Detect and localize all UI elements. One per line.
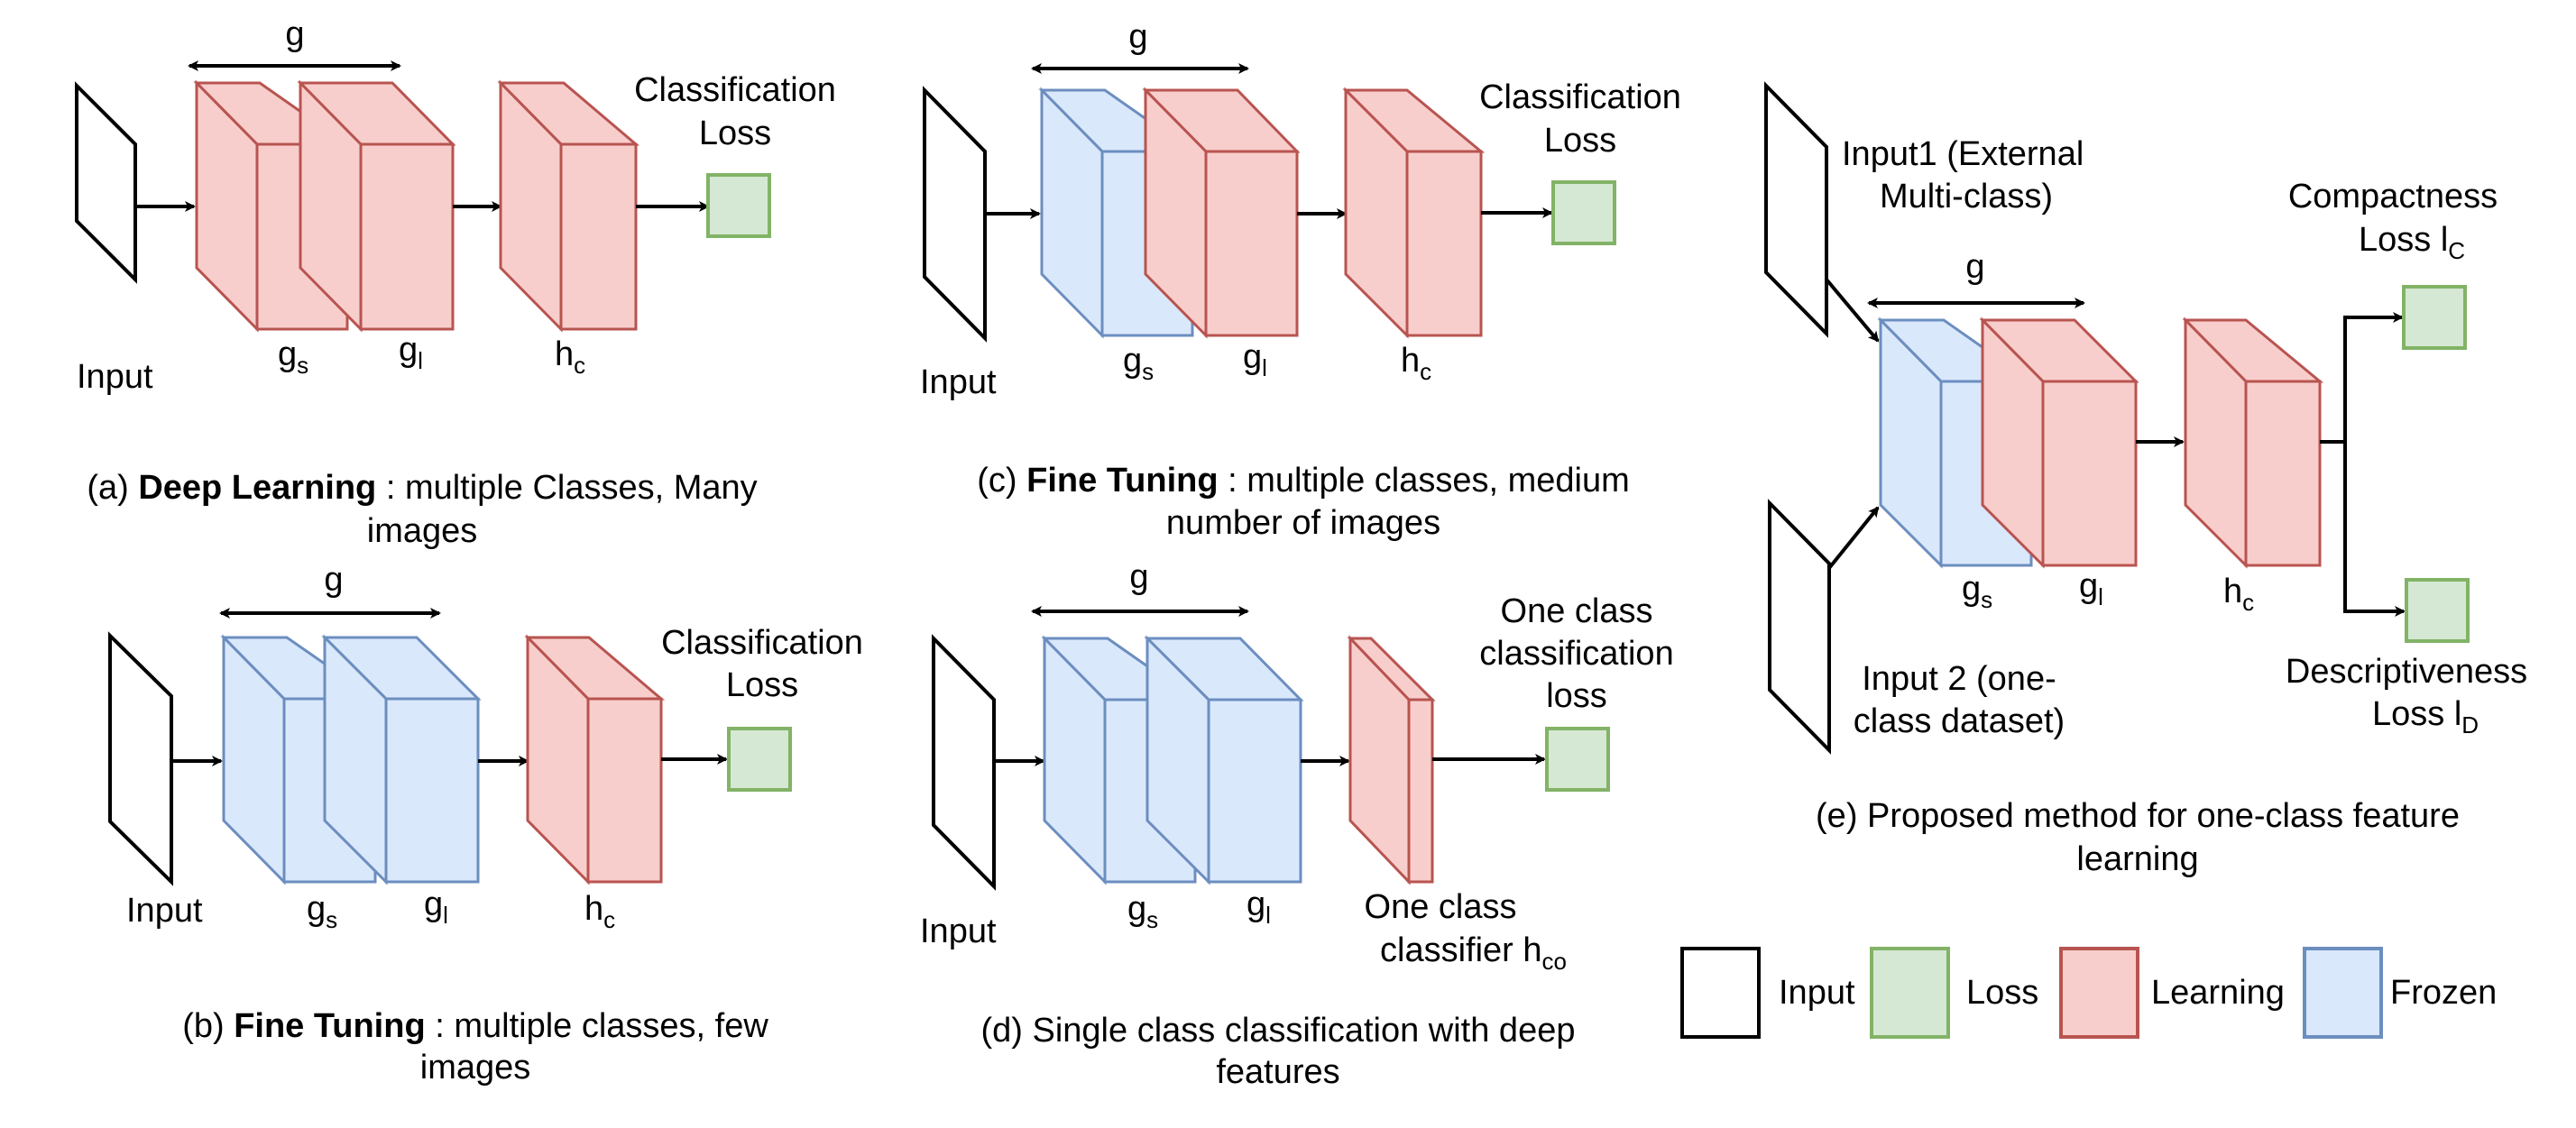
g-label: g — [1128, 18, 1147, 56]
classification-loss-label-2: Loss — [726, 666, 798, 704]
panel-c: g Classification Loss Input gs gl hc (c)… — [920, 18, 1681, 542]
gs-label: gs — [1123, 342, 1154, 385]
arrow-icon — [1827, 506, 1880, 570]
gl-label: gl — [1243, 338, 1267, 381]
legend-learning-swatch — [2059, 947, 2139, 1039]
legend-frozen-swatch — [2303, 947, 2383, 1039]
hco-block — [1347, 635, 1436, 885]
descriptiveness-loss-box — [2405, 578, 2470, 643]
panel-c-caption: (c) Fine Tuning : multiple classes, medi… — [977, 462, 1630, 500]
loss-box — [1545, 727, 1610, 792]
input1-label-1: Input1 (External — [1842, 135, 2084, 173]
panel-e-caption-line2: learning — [2076, 840, 2198, 878]
gs-label: gs — [307, 890, 337, 933]
gl-label: gl — [424, 885, 448, 929]
legend-input-label: Input — [1779, 974, 1855, 1012]
descriptiveness-loss-label-2: Loss lD — [2372, 695, 2479, 738]
input-shape — [923, 86, 987, 343]
gl-label: gl — [1247, 885, 1271, 929]
arrow-icon — [2343, 442, 2406, 617]
legend-learning-label: Learning — [2151, 974, 2285, 1012]
panel-a-caption: (a) Deep Learning : multiple Classes, Ma… — [87, 469, 757, 507]
legend-input-swatch — [1680, 947, 1761, 1039]
gl-block — [1142, 87, 1301, 339]
panel-d-caption: (d) Single class classification with dee… — [981, 1012, 1576, 1050]
panel-d: g One class classification loss Input gs… — [920, 558, 1674, 1091]
panel-d-caption-line2: features — [1216, 1053, 1339, 1091]
classification-loss-label-1: Classification — [1479, 78, 1681, 116]
hc-block — [524, 634, 666, 885]
compactness-loss-box — [2402, 285, 2467, 350]
compactness-loss-label-2: Loss lC — [2359, 221, 2465, 264]
input-shape — [932, 634, 996, 891]
arrow-icon — [1825, 278, 1880, 343]
g-label: g — [324, 561, 343, 599]
classification-loss-label-2: Loss — [699, 115, 771, 152]
gl-block — [1979, 316, 2139, 569]
one-class-loss-label-2: classification — [1479, 635, 1673, 673]
hc-block — [2182, 316, 2324, 569]
gs-label: gs — [278, 335, 308, 379]
descriptiveness-loss-label-1: Descriptiveness — [2286, 653, 2527, 691]
gl-label: gl — [399, 331, 423, 374]
compactness-loss-label-1: Compactness — [2288, 178, 2498, 216]
g-label: g — [1965, 248, 1984, 286]
gl-block — [297, 79, 456, 333]
hc-label: hc — [2223, 573, 2254, 616]
gl-block — [321, 634, 482, 885]
legend-frozen-label: Frozen — [2390, 974, 2497, 1012]
input-shape — [108, 631, 173, 886]
loss-box — [727, 727, 792, 792]
gl-block — [1144, 635, 1304, 885]
gl-label: gl — [2079, 567, 2103, 610]
gs-label: gs — [1127, 890, 1158, 933]
legend: Input Loss Learning Frozen — [1680, 947, 2497, 1039]
input2-label-2: class dataset) — [1854, 702, 2065, 740]
g-label: g — [1129, 558, 1148, 596]
hc-label: hc — [1401, 342, 1431, 385]
input1-shape — [1764, 81, 1828, 338]
panel-a: g Classification Loss Input gs gl hc (a)… — [75, 15, 836, 550]
loss-box — [1551, 180, 1616, 245]
panel-b-caption-line2: images — [420, 1049, 531, 1087]
legend-loss-swatch — [1870, 947, 1950, 1039]
classification-loss-label-2: Loss — [1544, 122, 1616, 160]
panel-c-caption-line2: number of images — [1166, 504, 1440, 542]
input-shape — [75, 81, 137, 284]
classification-loss-label-1: Classification — [661, 624, 863, 662]
legend-loss-label: Loss — [1966, 974, 2038, 1012]
loss-box — [706, 173, 771, 238]
input2-label-1: Input 2 (one- — [1862, 660, 2056, 698]
panel-b-caption: (b) Fine Tuning : multiple classes, few — [182, 1007, 768, 1045]
classification-loss-label-1: Classification — [634, 71, 836, 109]
input1-label-2: Multi-class) — [1880, 178, 2053, 216]
g-label: g — [285, 15, 304, 53]
panel-b: g Classification Loss Input gs gl hc (b)… — [108, 561, 863, 1087]
one-class-classifier-label-1: One class — [1365, 888, 1517, 926]
input2-shape — [1768, 499, 1831, 755]
hc-block — [497, 79, 640, 333]
arrow-icon — [2343, 312, 2404, 442]
panel-a-caption-line2: images — [367, 512, 478, 550]
hc-block — [1342, 87, 1486, 339]
hc-label: hc — [584, 890, 615, 933]
hc-label: hc — [555, 335, 585, 379]
input-label: Input — [126, 892, 203, 930]
input-label: Input — [920, 912, 997, 950]
one-class-loss-label-1: One class — [1501, 592, 1653, 630]
one-class-classifier-label-2: classifier hco — [1380, 931, 1567, 975]
gs-label: gs — [1962, 570, 1992, 613]
input-label: Input — [920, 363, 997, 401]
input-label: Input — [77, 358, 153, 396]
one-class-loss-label-3: loss — [1546, 677, 1607, 715]
panel-e-caption: (e) Proposed method for one-class featur… — [1816, 797, 2460, 835]
panel-e: g Input1 (External Multi-class) Input 2 … — [1764, 81, 2527, 878]
